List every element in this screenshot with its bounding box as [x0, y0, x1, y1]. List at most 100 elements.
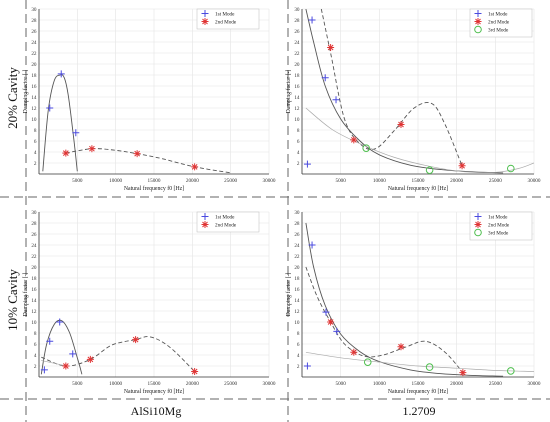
- panel-bottom-left-legend-label-1: 2nd Mode: [215, 223, 237, 229]
- panel-top-left-series1-point-0: [62, 149, 70, 157]
- panel-top-right-series1-point-2-d2: [398, 121, 404, 128]
- row-label-bottom: 10% Cavity: [5, 269, 20, 331]
- panel-bottom-left-legend: 1st Mode 2nd Mode: [196, 211, 260, 233]
- panel-top-right-xtick-3: 20000: [450, 178, 463, 184]
- panel-bottom-right-legend-label-1: 2nd Mode: [488, 223, 510, 229]
- panel-bottom-right-xtick-3: 20000: [450, 381, 463, 387]
- panel-top-left-ytick-9: 20: [31, 62, 37, 68]
- panel-top-right-ytick-3: 8: [297, 128, 300, 134]
- panel-top-left-series1-point-3: [191, 163, 199, 171]
- panel-top-right-series2-point-1: [425, 166, 434, 174]
- panel-bottom-left-xtick-4: 25000: [224, 381, 237, 387]
- panel-bottom-right-ytick-4: 10: [294, 320, 300, 326]
- panel-top-right-xtick-2: 15000: [412, 178, 425, 184]
- panel-top-right-series0-point-1: [308, 16, 316, 24]
- panel-top-left-series1-point-1: [88, 145, 96, 153]
- panel-top-left-ytick-5: 12: [31, 106, 37, 112]
- panel-bottom-left-series1-point-0-d2: [62, 363, 69, 369]
- panel-bottom-left-series0-point-3: [69, 350, 77, 358]
- panel-top-right-series0-point-2: [321, 74, 329, 82]
- panel-bottom-right-series0-point-0: [303, 362, 311, 370]
- panel-bottom-left-legend-box: [196, 211, 260, 233]
- panel-bottom-right: 5000 10000 15000 20000 25000 3000024681012141…: [285, 210, 541, 395]
- panel-bottom-left-ytick-4: 10: [31, 320, 37, 326]
- panel-bottom-left-legend-label-0: 1st Mode: [215, 215, 235, 221]
- panel-top-right-series1-point-1-d2: [350, 137, 357, 143]
- panel-top-right-ytick-9: 20: [294, 62, 300, 68]
- panel-bottom-left-xtick-3: 20000: [186, 381, 199, 387]
- panel-bottom-right-series1-point-1: [350, 348, 358, 356]
- panel-top-left-series1-point-3-d2: [191, 163, 198, 170]
- panel-top-right-series1-point-2: [397, 121, 405, 128]
- panel-top-left-ytick-2: 6: [34, 139, 37, 145]
- panel-bottom-right-xtick-4: 25000: [489, 381, 502, 387]
- panel-top-right-legend-label-1: 2nd Mode: [488, 20, 510, 26]
- panel-top-left-ytick-12: 26: [31, 29, 37, 35]
- panel-bottom-right-ytick-2: 6: [297, 342, 300, 348]
- panel-bottom-right-legend-marker-1-d2: [475, 221, 481, 228]
- panel-bottom-left-xtick-5: 30000: [263, 381, 276, 387]
- panel-bottom-right-xtick-0: 5000: [335, 381, 346, 387]
- panel-top-left-ytick-4: 10: [31, 117, 37, 123]
- panel-top-left-series1-point-2: [133, 150, 141, 158]
- panel-bottom-left-ytick-14: 30: [31, 210, 37, 216]
- panel-top-right-series0-point-3: [332, 96, 340, 104]
- panel-bottom-right-ytick-11: 24: [294, 243, 300, 249]
- panel-bottom-right-ylabel: Damping factor [-]: [285, 273, 292, 317]
- panel-bottom-right-fit-1: [305, 266, 464, 373]
- panel-top-left-fits: [42, 74, 231, 174]
- panel-bottom-right-series1-point-3: [459, 369, 467, 377]
- panel-top-left-series1-point-1-d2: [89, 145, 95, 152]
- panel-bottom-right-legend-label-0: 1st Mode: [488, 215, 508, 221]
- panel-bottom-left-xlabel: Natural frequency f0 [Hz]: [124, 388, 184, 395]
- row-label-top: 20% Cavity: [5, 67, 20, 129]
- panel-top-left-xlabel: Natural frequency f0 [Hz]: [124, 185, 184, 192]
- panel-top-left-ylabel: Damping factor [-]: [22, 70, 29, 114]
- panel-bottom-right-series1-point-0-d2: [327, 319, 334, 325]
- panel-top-right-legend-marker-2: [474, 25, 482, 34]
- panel-bottom-right-series2-point-0: [363, 358, 372, 366]
- panel-top-right-fit-1: [320, 9, 463, 166]
- panel-bottom-right-ytick-6: 14: [294, 298, 300, 304]
- panel-bottom-right-fit-2: [305, 351, 534, 372]
- panel-bottom-left-xtick-1: 10000: [109, 381, 122, 387]
- panel-bottom-left-fit-0: [40, 319, 83, 375]
- panel-bottom-left-ytick-0: 2: [34, 364, 37, 370]
- panel-top-right-series2-point-0: [362, 144, 370, 152]
- panel-top-right-ytick-5: 12: [294, 106, 300, 112]
- panel-bottom-left-series1-point-0: [62, 362, 70, 370]
- panel-bottom-left-ytick-3: 8: [34, 331, 37, 337]
- panel-top-left-ytick-1: 4: [34, 150, 37, 156]
- panel-bottom-right-series1-point-2: [397, 343, 405, 351]
- panel-bottom-left-series1-point-2: [132, 336, 140, 344]
- panel-top-right-legend-marker-1: [474, 18, 482, 25]
- panel-top-left-xtick-5: 30000: [263, 178, 276, 184]
- panel-bottom-right-ytick-5: 12: [294, 309, 300, 315]
- panel-bottom-right-series1-point-2-d2: [398, 343, 404, 350]
- panel-bottom-right-legend-label-2: 3rd Mode: [488, 231, 509, 237]
- panel-bottom-left-series1-point-1-d2: [87, 356, 94, 363]
- panel-bottom-left-xtick-2: 15000: [148, 381, 161, 387]
- panel-top-left: 5000 10000 15000 20000 25000 3000024681012141…: [22, 7, 276, 192]
- panel-bottom-right-xlabel: Natural frequency f0 [Hz]: [388, 388, 448, 395]
- panel-top-right-xtick-1: 10000: [373, 178, 386, 184]
- panel-bottom-left-ytick-11: 24: [31, 243, 37, 249]
- panel-top-right-series1-point-3: [458, 162, 466, 170]
- panel-bottom-right-series0-point-3: [333, 327, 341, 335]
- panel-top-left-legend-label-0: 1st Mode: [215, 12, 235, 18]
- panel-bottom-left-series1-point-3-d2: [191, 368, 198, 375]
- panel-bottom-right-legend-marker-1: [474, 221, 482, 228]
- panel-bottom-left-ytick-5: 12: [31, 309, 37, 315]
- panel-top-left-fit-0: [42, 74, 78, 172]
- panel-top-left-series0-point-1: [57, 70, 65, 78]
- panel-bottom-left-legend-marker-1: [201, 221, 209, 228]
- panel-bottom-left-ytick-6: 14: [31, 298, 37, 304]
- panel-bottom-left-ytick-10: 22: [31, 254, 37, 260]
- panel-top-left-xtick-0: 5000: [72, 178, 83, 184]
- panel-bottom-right-fits: [305, 222, 534, 377]
- panel-bottom-left-ytick-7: 16: [31, 287, 37, 293]
- panel-bottom-left-ytick-13: 28: [31, 221, 37, 227]
- panel-top-left-series0-point-2: [72, 129, 80, 137]
- panel-bottom-left-series1-point-1: [86, 355, 94, 363]
